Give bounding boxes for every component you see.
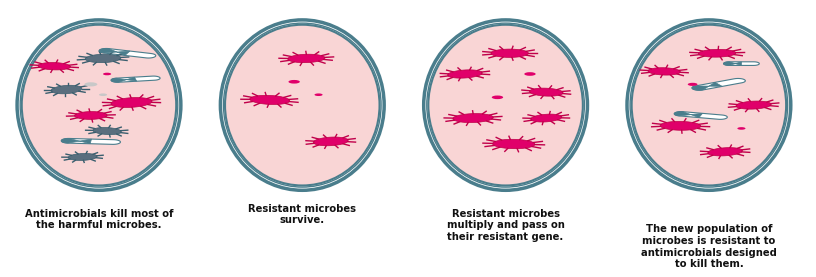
Polygon shape [674,112,703,118]
Text: Resistant microbes
multiply and pass on
their resistant gene.: Resistant microbes multiply and pass on … [446,209,565,242]
Circle shape [688,83,698,86]
Polygon shape [313,137,348,146]
Polygon shape [648,68,681,75]
Circle shape [99,93,107,96]
Polygon shape [288,54,325,63]
Polygon shape [74,112,107,119]
Circle shape [84,82,97,86]
Circle shape [314,93,322,96]
Polygon shape [99,48,130,55]
Polygon shape [493,139,534,149]
Polygon shape [69,153,97,160]
Polygon shape [530,114,561,122]
Circle shape [738,127,746,130]
Polygon shape [530,88,563,96]
Polygon shape [61,138,121,144]
Polygon shape [38,63,70,70]
Polygon shape [111,77,137,82]
Ellipse shape [22,25,176,186]
Polygon shape [724,62,742,65]
Polygon shape [674,112,727,119]
Polygon shape [61,138,91,144]
Text: The new population of
microbes is resistant to
antimicrobials designed
to kill t: The new population of microbes is resist… [641,224,777,269]
Polygon shape [93,127,122,135]
Polygon shape [724,62,760,65]
Ellipse shape [225,25,379,186]
Polygon shape [111,76,160,82]
Polygon shape [99,48,156,58]
Polygon shape [692,82,722,90]
Polygon shape [111,98,152,107]
Circle shape [289,80,299,84]
Polygon shape [698,49,736,57]
Polygon shape [453,114,493,122]
Circle shape [492,96,503,99]
Circle shape [525,72,535,76]
Polygon shape [707,148,743,156]
Polygon shape [736,101,771,109]
Polygon shape [660,121,701,130]
Circle shape [103,73,111,75]
Text: Antimicrobials kill most of
the harmful microbes.: Antimicrobials kill most of the harmful … [24,209,173,230]
Polygon shape [250,95,290,104]
Polygon shape [51,85,82,94]
Text: Resistant microbes
survive.: Resistant microbes survive. [248,204,357,225]
Polygon shape [448,70,482,78]
Polygon shape [86,54,121,63]
Polygon shape [491,49,528,57]
Polygon shape [692,78,745,90]
Ellipse shape [428,25,583,186]
Ellipse shape [632,25,786,186]
